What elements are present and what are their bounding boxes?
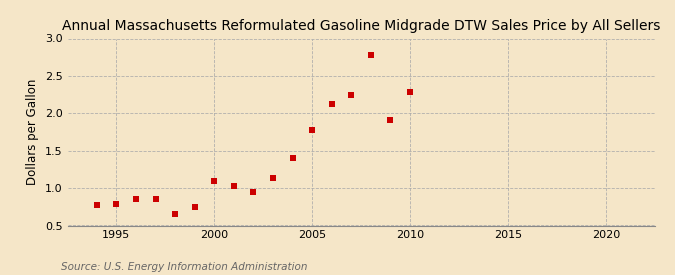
Point: [189, 205, 200, 209]
Point: [228, 184, 239, 188]
Point: [91, 202, 102, 207]
Point: [326, 102, 337, 106]
Point: [404, 90, 415, 95]
Title: Annual Massachusetts Reformulated Gasoline Midgrade DTW Sales Price by All Selle: Annual Massachusetts Reformulated Gasoli…: [62, 19, 660, 33]
Point: [385, 118, 396, 122]
Point: [130, 197, 141, 202]
Point: [151, 197, 161, 202]
Y-axis label: Dollars per Gallon: Dollars per Gallon: [26, 79, 39, 185]
Point: [169, 212, 180, 216]
Point: [365, 53, 376, 57]
Point: [209, 178, 220, 183]
Point: [306, 128, 317, 132]
Point: [248, 190, 259, 194]
Text: Source: U.S. Energy Information Administration: Source: U.S. Energy Information Administ…: [61, 262, 307, 272]
Point: [287, 156, 298, 160]
Point: [267, 176, 278, 181]
Point: [111, 202, 122, 206]
Point: [346, 92, 357, 97]
